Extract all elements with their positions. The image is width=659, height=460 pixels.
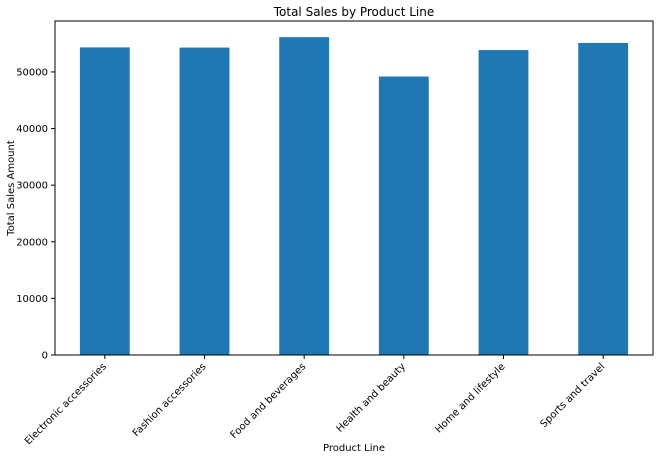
bar-food-and-beverages [279,37,330,355]
y-tick-label: 40000 [16,124,48,135]
bars-group [79,37,629,356]
y-tick-label: 20000 [16,237,48,248]
x-tick-label: Food and beverages [229,361,309,441]
bar-fashion-accessories [179,47,230,355]
x-tick-label: Home and lifestyle [433,361,507,435]
bar-sports-and-travel [578,42,629,355]
y-tick-label: 30000 [16,181,48,192]
x-axis-label: Product Line [323,443,385,454]
x-tick-label: Sports and travel [539,361,608,430]
y-tick-label: 0 [42,351,48,362]
y-ticks-group: 0 10000 20000 30000 40000 50000 [16,67,55,362]
x-tick-label: Fashion accessories [131,361,209,439]
y-tick-label: 50000 [16,67,48,78]
y-axis-label: Total Sales Amount [6,140,17,237]
plot-frame [54,20,654,356]
bar-health-and-beauty [378,76,429,355]
x-tick-label: Electronic accessories [23,361,109,447]
bar-home-and-lifestyle [478,50,529,356]
x-ticks-group: Electronic accessories Fashion accessorie… [23,355,607,447]
x-tick-label: Health and beauty [335,361,408,434]
bar-electronic-accessories [79,47,130,355]
chart-title: Total Sales by Product Line [273,5,435,19]
y-tick-label: 10000 [16,294,48,305]
